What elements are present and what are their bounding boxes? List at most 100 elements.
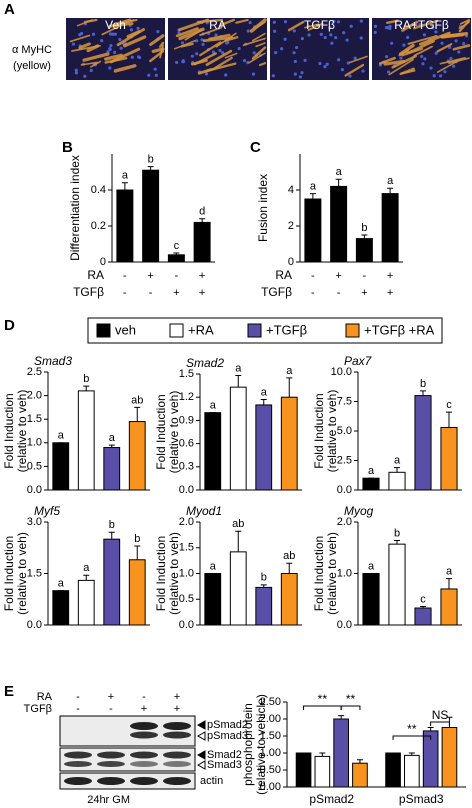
nucleus <box>402 43 406 47</box>
bar <box>414 607 432 626</box>
error-bar <box>260 399 267 405</box>
myotube <box>208 33 231 41</box>
nucleus <box>293 72 297 76</box>
nucleus <box>80 31 84 36</box>
myotube <box>158 41 165 48</box>
y-tick-label: 2.50 <box>260 696 281 708</box>
annotation: b <box>148 154 154 166</box>
nucleus <box>303 58 307 63</box>
myotube <box>149 34 165 46</box>
band <box>64 751 92 759</box>
y-axis-title: Fold Induction <box>312 393 326 468</box>
myotube <box>412 19 439 30</box>
panel-letter: A <box>4 1 15 18</box>
bar <box>441 727 458 788</box>
myotube <box>383 59 406 66</box>
nucleus <box>74 71 79 75</box>
condition-label: Veh <box>105 18 126 32</box>
error-bar <box>309 193 316 199</box>
band <box>163 731 191 739</box>
myotube <box>184 30 201 41</box>
nucleus <box>319 32 323 36</box>
nucleus <box>337 58 341 62</box>
myotube <box>378 56 396 65</box>
nucleus <box>119 46 123 50</box>
myotube <box>398 49 410 57</box>
nucleus <box>89 68 93 73</box>
bar <box>229 386 247 491</box>
y-axis-title: Fold Induction <box>2 393 16 468</box>
nucleus <box>74 68 78 72</box>
blot <box>59 772 196 790</box>
error-bar <box>134 545 141 560</box>
y-tick-label: 0.5 <box>179 593 194 605</box>
y-tick-label: 0.50 <box>260 764 281 776</box>
bar <box>116 189 134 263</box>
chart-title: Pax7 <box>344 354 373 368</box>
error-bar <box>286 562 293 574</box>
nucleus <box>181 59 185 63</box>
y-axis-title: Differentiation index <box>68 155 82 261</box>
y-tick-label: 1.2 <box>179 391 194 403</box>
condition-mark: - <box>76 703 80 715</box>
nucleus <box>271 74 275 78</box>
nucleus <box>156 29 160 34</box>
blot <box>59 747 196 772</box>
bar <box>440 426 458 491</box>
nucleus <box>323 65 327 69</box>
legend-swatch <box>96 323 111 338</box>
condition-mark: - <box>311 270 315 282</box>
nucleus <box>283 20 288 24</box>
bar <box>204 573 222 626</box>
condition-label: RA <box>87 268 104 282</box>
bar <box>193 221 211 263</box>
panel-letter: D <box>4 317 15 334</box>
x-tick-label: pSmad2 <box>309 792 354 806</box>
myotube <box>116 28 146 47</box>
myotube <box>388 58 414 76</box>
condition-label: RA <box>37 691 53 703</box>
y-axis-note: (relative to veh) <box>167 532 181 615</box>
nucleus <box>329 33 333 37</box>
annotation: c <box>174 240 180 252</box>
band <box>130 731 158 739</box>
y-tick-label: 0.0 <box>179 484 194 496</box>
legend-label: veh <box>115 322 136 337</box>
condition-mark: + <box>361 287 367 299</box>
error-bar <box>356 759 363 764</box>
significance-bracket <box>430 721 450 726</box>
bar <box>229 551 247 626</box>
y-tick-label: 1.0 <box>179 567 194 579</box>
myotube <box>205 49 233 67</box>
nucleus <box>153 67 157 71</box>
band <box>97 761 125 767</box>
bar <box>355 238 373 263</box>
myotube <box>202 36 234 43</box>
nucleus <box>328 26 332 30</box>
y-tick-label: 10.0 <box>331 366 352 378</box>
bar <box>304 198 322 263</box>
band-arrow <box>196 760 206 770</box>
nucleus <box>226 40 230 45</box>
annotation: a <box>446 566 453 578</box>
myotube <box>459 19 470 25</box>
y-tick-label: 0.5 <box>27 460 42 472</box>
blot <box>59 715 196 747</box>
stain-note: (yellow) <box>13 60 51 72</box>
myotube <box>82 52 110 62</box>
myotube <box>440 32 465 39</box>
band-label: actin <box>200 775 223 787</box>
myotube <box>175 27 199 38</box>
stain-label: α MyHC <box>12 44 52 56</box>
y-tick-label: 0.6 <box>179 438 194 450</box>
band-label: pSmad2 <box>207 719 248 731</box>
myotube <box>69 34 91 43</box>
y-tick-label: 2.0 <box>179 516 194 528</box>
myotube <box>252 32 266 42</box>
nucleus <box>332 19 336 24</box>
y-tick-label: 3.0 <box>27 516 42 528</box>
nucleus <box>251 72 256 76</box>
band-label: pSmad3 <box>207 730 248 742</box>
myotube <box>258 62 267 67</box>
y-tick-label: 0.0 <box>179 619 194 631</box>
